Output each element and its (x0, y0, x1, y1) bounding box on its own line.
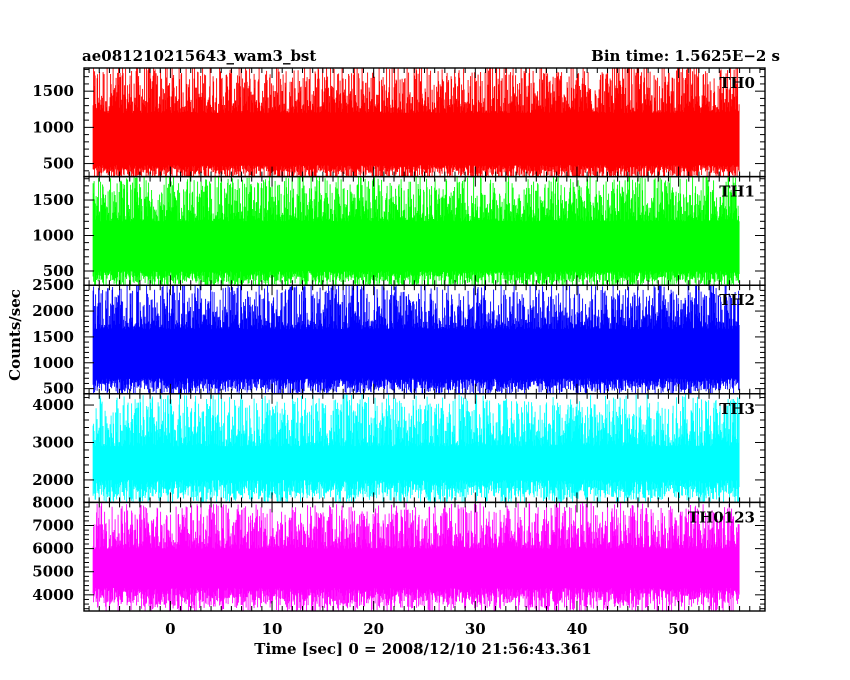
panel-label: TH3 (719, 400, 755, 418)
series-th0 (92, 68, 740, 177)
y-tick-label: 4000 (32, 396, 74, 414)
panel-th0: 500 1000 1500 TH0 (32, 67, 766, 178)
x-tick-label: 0 (165, 620, 175, 638)
panel-th3: 2000 3000 4000 TH3 (32, 393, 766, 504)
bin-time-label: Bin time: 1.5625E−2 s (591, 47, 780, 65)
y-tick-label: 5000 (32, 563, 74, 581)
y-axis-title: Counts/sec (6, 289, 24, 381)
y-tick-label: 2500 (32, 276, 74, 294)
y-tick-label: 500 (43, 155, 74, 173)
panel-th1: 500 1000 1500 TH1 (32, 175, 766, 286)
y-tick-label: 500 (43, 262, 74, 280)
series-th2 (92, 285, 740, 394)
panel-label: TH0123 (688, 508, 755, 526)
y-tick-label: 1500 (32, 191, 74, 209)
x-tick-label: 20 (363, 620, 384, 638)
y-tick-label: 1000 (32, 118, 74, 136)
y-tick-label: 1000 (32, 227, 74, 245)
x-axis-title: Time [sec] 0 = 2008/12/10 21:56:43.361 (254, 640, 591, 658)
series-th3 (92, 393, 740, 503)
y-tick-label: 2000 (32, 471, 74, 489)
y-tick-label: 6000 (32, 540, 74, 558)
y-tick-label: 1000 (32, 354, 74, 372)
y-tick-label: 3000 (32, 433, 74, 451)
panel-label: TH1 (719, 183, 755, 201)
series-th0123 (92, 502, 740, 611)
y-tick-label: 7000 (32, 517, 74, 535)
chart-title: ae081210215643_wam3_bst (82, 47, 316, 65)
x-tick-label: 40 (567, 620, 588, 638)
panel-th2: 500 1000 1500 2000 2500 TH2 (32, 276, 766, 398)
y-tick-label: 8000 (32, 493, 74, 511)
y-tick-label: 1500 (32, 82, 74, 100)
x-tick-label: 10 (262, 620, 283, 638)
x-axis: 0 10 20 30 40 50 (165, 620, 689, 638)
y-tick-label: 4000 (32, 586, 74, 604)
y-tick-label: 2000 (32, 302, 74, 320)
panel-th0123: 4000 5000 6000 7000 8000 TH0123 (32, 493, 766, 612)
series-th1 (92, 176, 740, 286)
panel-label: TH0 (719, 74, 755, 92)
x-tick-label: 50 (668, 620, 689, 638)
x-tick-label: 30 (465, 620, 486, 638)
panels: 500 1000 1500 TH0 500 1000 1500 TH1 500 1000 1500 2… (32, 67, 766, 612)
panel-label: TH2 (719, 291, 755, 309)
y-tick-label: 500 (43, 380, 74, 398)
y-tick-label: 1500 (32, 328, 74, 346)
